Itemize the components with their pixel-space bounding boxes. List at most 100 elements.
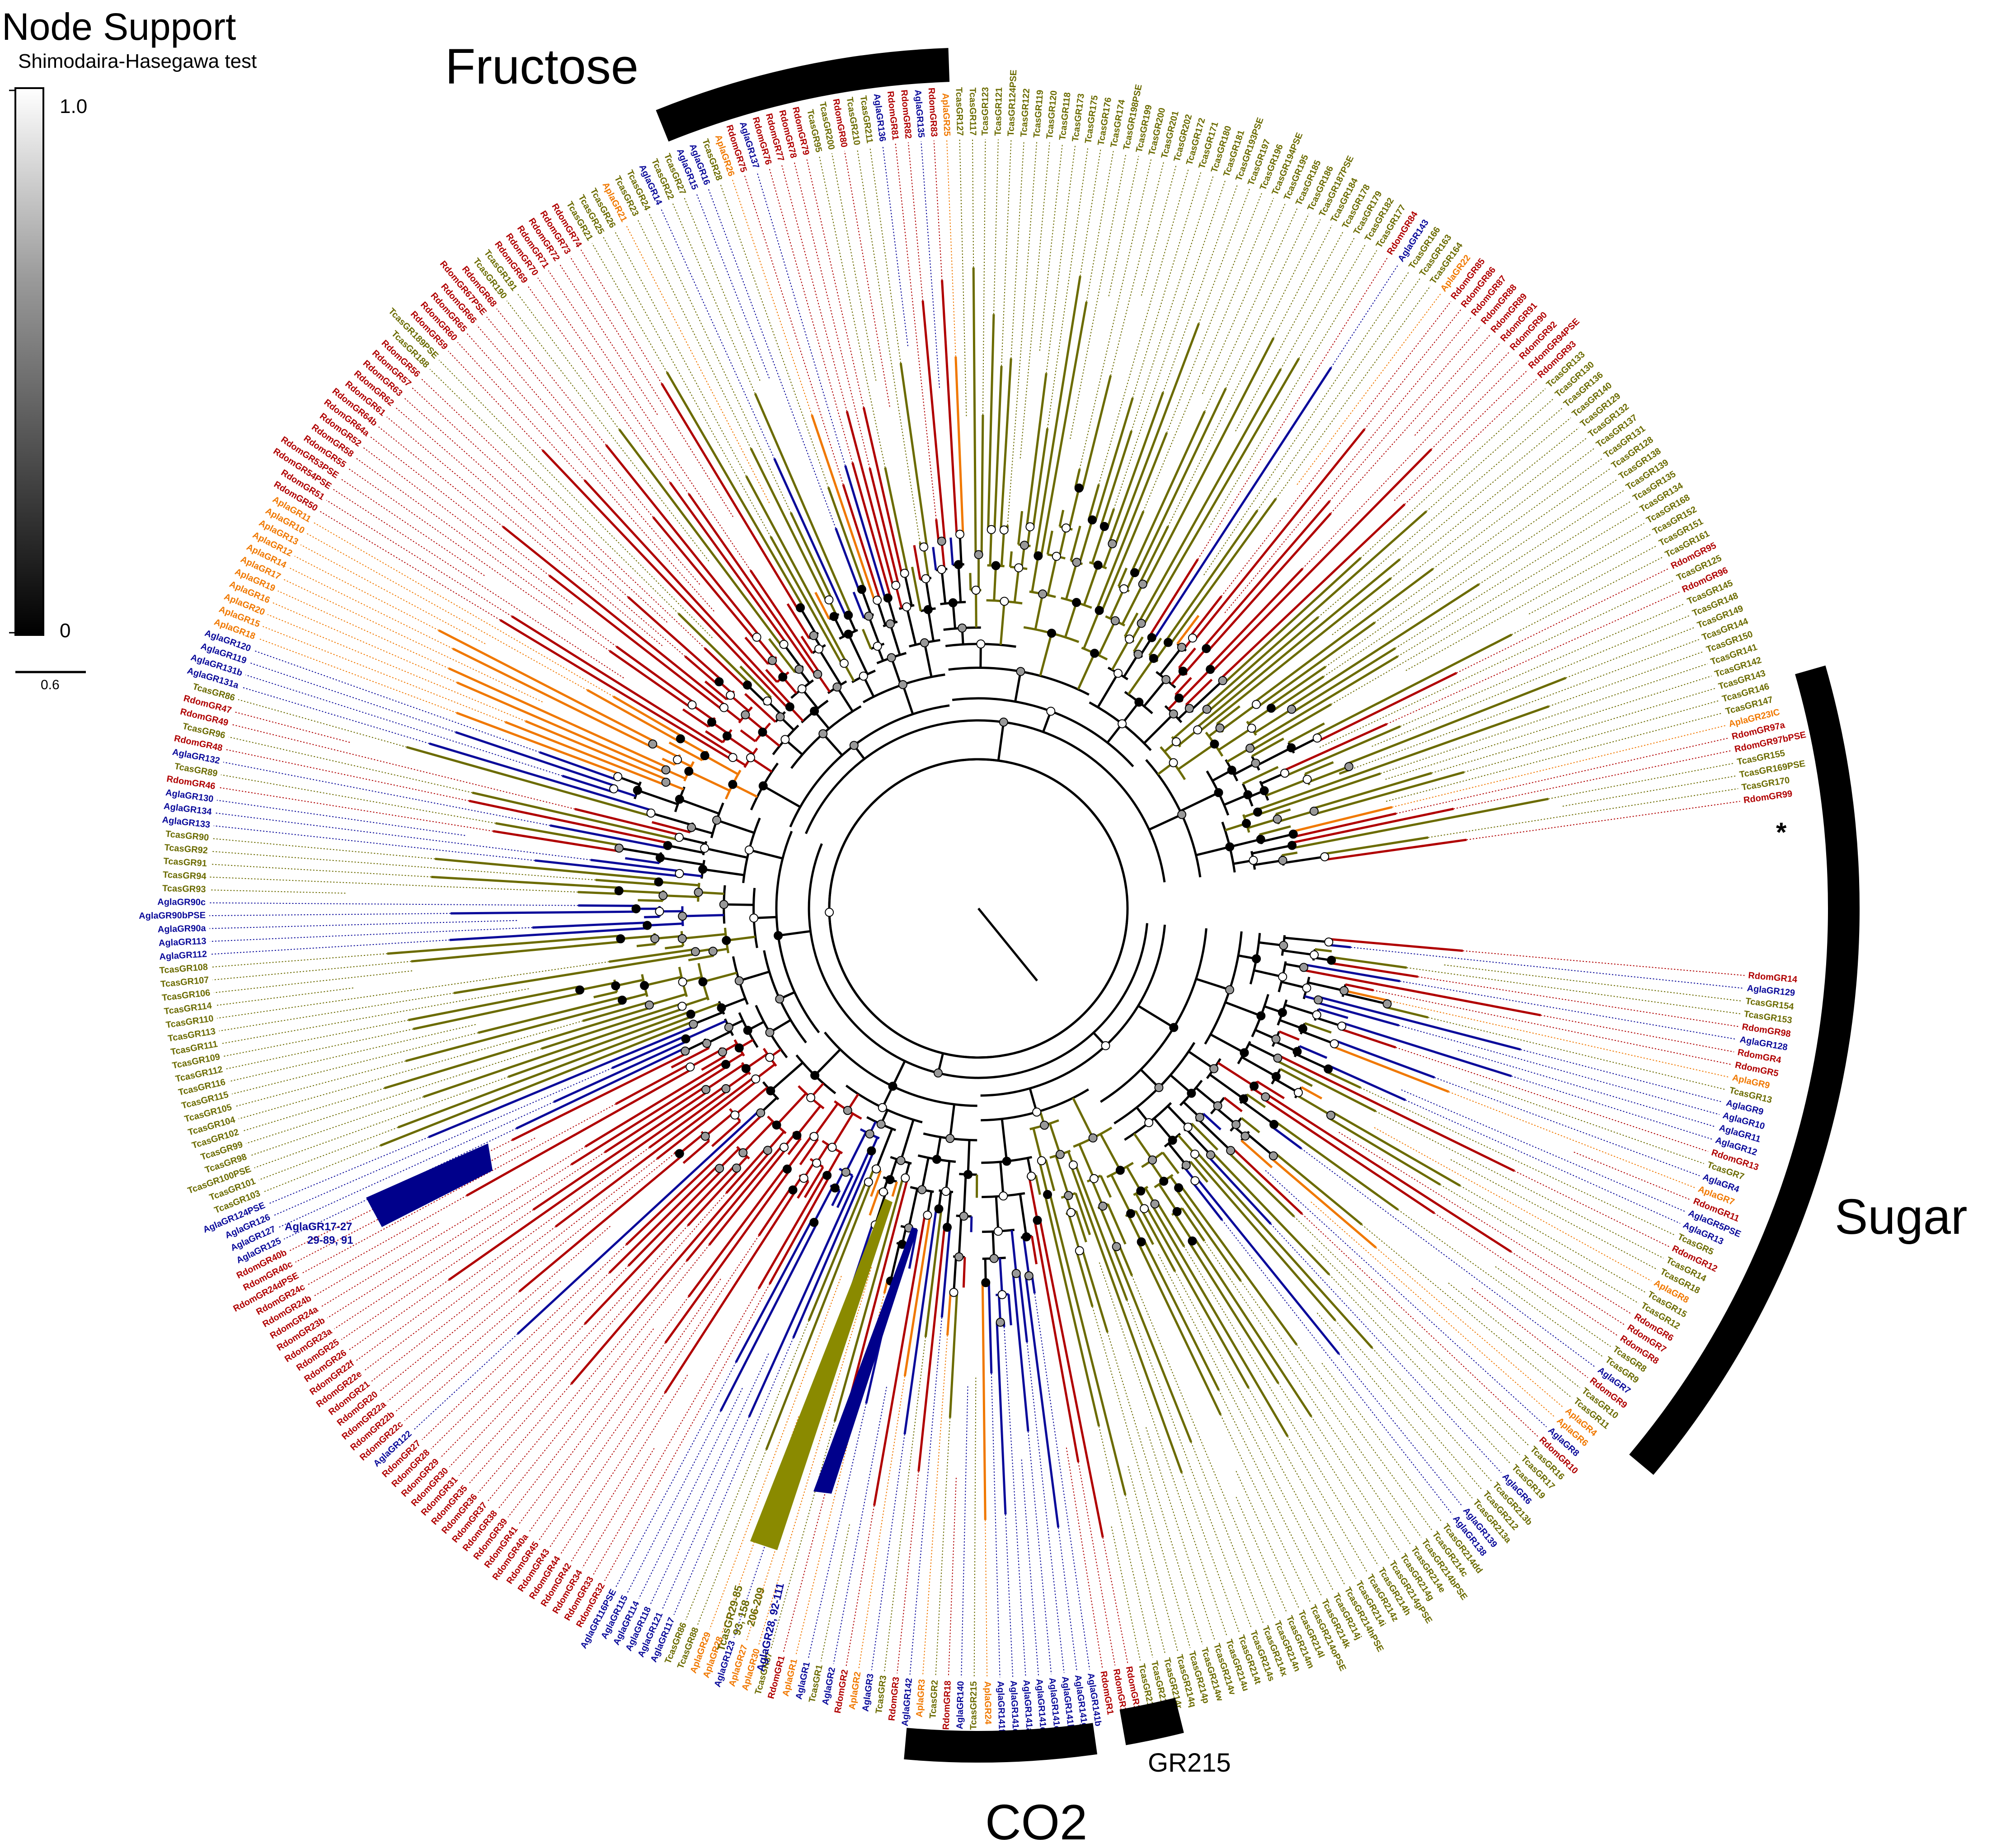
internal-branch — [913, 545, 921, 580]
internal-branch — [1065, 562, 1078, 600]
internal-branch — [1241, 1056, 1277, 1078]
internal-branch — [1259, 825, 1291, 836]
leaf-branch — [595, 879, 659, 886]
support-node — [812, 1158, 822, 1168]
leaf-label: AglaGR141h — [1060, 1676, 1076, 1730]
support-node — [741, 1064, 751, 1073]
internal-branch — [870, 1170, 882, 1197]
leaf-connector — [1458, 1050, 1716, 1128]
support-node — [1062, 523, 1071, 533]
clade-arc — [980, 924, 1166, 1097]
support-node — [1312, 1010, 1321, 1020]
leaf-connector — [756, 171, 846, 466]
leaf-branch — [1330, 962, 1419, 978]
leaf-connector — [1098, 168, 1189, 485]
support-node — [921, 574, 930, 583]
internal-branch — [787, 1138, 802, 1155]
support-node — [1119, 584, 1129, 593]
internal-branch — [1248, 707, 1272, 725]
support-node — [722, 731, 732, 741]
legend-max-label: 1.0 — [60, 95, 87, 118]
internal-branch — [1284, 1004, 1317, 1016]
leaf-connector — [1235, 231, 1344, 432]
support-node — [1261, 1092, 1270, 1101]
leaf-connector — [221, 988, 529, 1044]
internal-branch — [1184, 648, 1207, 674]
support-node — [661, 777, 671, 787]
support-node — [857, 585, 866, 594]
internal-branch — [664, 945, 683, 950]
internal-branch — [1178, 647, 1196, 669]
leaf-branch — [1192, 1181, 1223, 1221]
leaf-connector — [216, 799, 465, 836]
internal-branch — [1304, 761, 1334, 775]
leaf-branch — [583, 480, 793, 706]
internal-branch — [719, 1148, 740, 1169]
leaf-connector — [254, 650, 540, 753]
leaf-branch — [827, 487, 866, 589]
support-node — [867, 1146, 876, 1156]
support-node — [676, 734, 685, 743]
root-branch — [977, 908, 1038, 982]
internal-branch — [1254, 708, 1292, 734]
leaf-connector — [223, 762, 550, 826]
leaf-branch — [1000, 358, 1012, 530]
internal-branch — [1032, 1128, 1043, 1161]
support-node — [1101, 1041, 1110, 1050]
internal-branch — [1185, 1128, 1212, 1156]
leaf-connector — [982, 139, 986, 415]
support-node — [1024, 1271, 1034, 1280]
support-node — [1016, 667, 1025, 676]
leaf-branch — [1328, 944, 1351, 949]
leaf-branch — [1278, 1054, 1515, 1172]
leaf-label: AglaGR141f — [996, 1681, 1007, 1732]
internal-branch — [995, 1196, 1000, 1232]
support-node — [724, 1022, 733, 1032]
leaf-connector — [235, 1060, 406, 1107]
internal-branch — [1261, 833, 1294, 843]
leaf-branch — [525, 720, 667, 781]
leaf-connector — [1057, 1527, 1077, 1672]
support-node — [841, 1167, 850, 1177]
support-node — [1251, 758, 1260, 768]
leaf-branch — [1095, 432, 1168, 610]
leaf-connector — [219, 787, 493, 832]
support-node — [937, 536, 946, 546]
leaf-connector — [334, 1152, 605, 1330]
leaf-branch — [502, 526, 727, 706]
internal-branch — [836, 1175, 854, 1208]
internal-branch — [890, 657, 902, 686]
support-node — [1115, 1166, 1125, 1175]
internal-branch — [739, 970, 770, 982]
leaf-label: AglaGR134 — [163, 801, 212, 817]
leaf-branch — [1131, 411, 1206, 572]
support-node — [738, 1148, 748, 1157]
internal-branch — [1315, 1016, 1342, 1027]
leaf-branch — [666, 371, 804, 607]
internal-branch — [1195, 1087, 1219, 1107]
leaf-connector — [648, 213, 791, 513]
support-node — [822, 1171, 832, 1180]
leaf-connector — [209, 913, 451, 917]
sugar-clade-label: Sugar — [1835, 1189, 1968, 1245]
support-node — [1271, 1072, 1281, 1081]
support-node — [799, 1174, 808, 1183]
leaf-connector — [1321, 1363, 1442, 1523]
leaf-connector — [1225, 213, 1310, 389]
leaf-connector — [1391, 427, 1579, 579]
leaf-connector — [1066, 1447, 1103, 1668]
leaf-branch — [408, 985, 580, 1021]
support-node — [1011, 1269, 1021, 1278]
leaf-connector — [1528, 545, 1657, 615]
leaf-connector — [569, 256, 733, 517]
leaf-branch — [511, 1052, 687, 1142]
support-node — [971, 585, 981, 595]
leaf-branch — [456, 681, 665, 774]
leaf-connector — [1399, 1025, 1720, 1115]
support-node — [1108, 539, 1117, 549]
support-node — [1193, 725, 1203, 734]
node-support-legend: Node Support Shimodaira-Hasegawa test 1.… — [2, 5, 257, 692]
leaf-connector — [1405, 1100, 1681, 1224]
support-node — [1339, 986, 1349, 995]
leaf-branch — [1148, 559, 1199, 637]
